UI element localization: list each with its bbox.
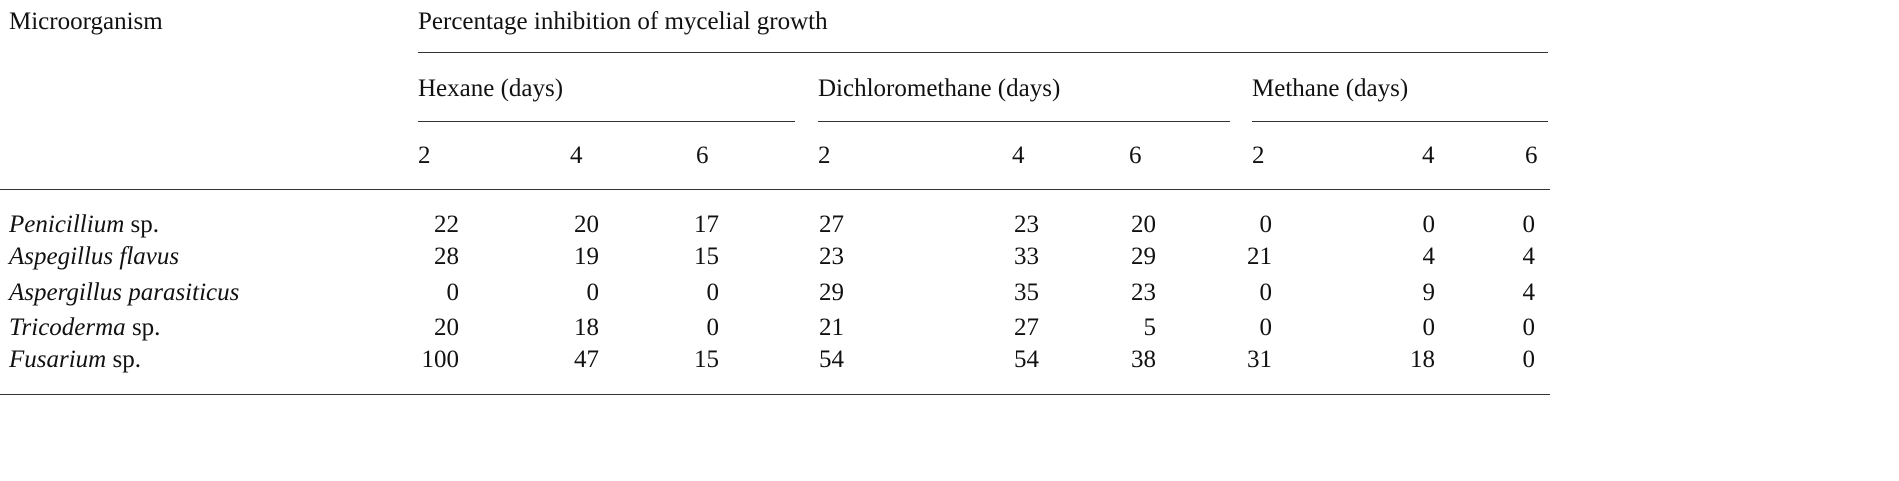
table-cell: 29	[819, 279, 844, 306]
table-cell: 28	[434, 243, 459, 270]
group-title-rule	[418, 52, 1548, 53]
solvent-header-methane: Methane (days)	[1252, 75, 1409, 102]
day-header: 2	[818, 142, 831, 169]
table-cell: 0	[1522, 314, 1536, 341]
table-cell: 0	[1259, 211, 1273, 238]
table-cell: 100	[421, 346, 460, 373]
solvent-rule-dichloromethane	[818, 121, 1230, 122]
organism-name: Aspergillus parasiticus	[9, 280, 239, 305]
day-header: 6	[696, 142, 709, 169]
table-cell: 15	[694, 243, 719, 270]
table-cell: 22	[434, 211, 459, 238]
day-header: 4	[1422, 142, 1435, 169]
solvent-rule-hexane	[418, 121, 795, 122]
day-header: 6	[1129, 142, 1142, 169]
day-header: 4	[1012, 142, 1025, 169]
table-cell: 4	[1522, 243, 1536, 270]
organism-genus: Aspergillus parasiticus	[9, 279, 240, 306]
table-cell: 33	[1014, 243, 1039, 270]
day-header: 2	[418, 142, 431, 169]
table-cell: 0	[1422, 211, 1436, 238]
table-cell: 18	[1410, 346, 1435, 373]
organism-name: Fusarium sp.	[9, 347, 141, 372]
table-cell: 4	[1422, 243, 1436, 270]
table-cell: 27	[1014, 314, 1039, 341]
table-cell: 9	[1422, 279, 1436, 306]
table-cell: 5	[1143, 314, 1157, 341]
organism-suffix: sp.	[125, 314, 161, 341]
organism-name: Aspegillus flavus	[9, 244, 179, 269]
table-cell: 4	[1522, 279, 1536, 306]
table-cell: 21	[1247, 243, 1272, 270]
table-cell: 18	[574, 314, 599, 341]
table-cell: 0	[706, 314, 720, 341]
table-cell: 0	[1422, 314, 1436, 341]
table-cell: 31	[1247, 346, 1272, 373]
solvent-rule-methane	[1252, 121, 1548, 122]
table-cell: 54	[819, 346, 844, 373]
group-title: Percentage inhibition of mycelial growth	[418, 8, 828, 35]
table-cell: 0	[586, 279, 600, 306]
solvent-header-hexane: Hexane (days)	[418, 75, 564, 102]
table-cell: 21	[819, 314, 844, 341]
organism-genus: Aspegillus flavus	[9, 243, 180, 270]
table-cell: 0	[1259, 279, 1273, 306]
table-cell: 29	[1131, 243, 1156, 270]
table-cell: 0	[1522, 211, 1536, 238]
header-bottom-rule	[0, 189, 1550, 190]
day-header: 6	[1525, 142, 1538, 169]
table-cell: 23	[1014, 211, 1039, 238]
organism-suffix: sp.	[106, 346, 141, 373]
table-cell: 0	[1259, 314, 1273, 341]
table-cell: 0	[446, 279, 460, 306]
day-header: 4	[570, 142, 583, 169]
table-cell: 19	[574, 243, 599, 270]
table-cell: 20	[434, 314, 459, 341]
organism-genus: Penicillium	[9, 211, 125, 238]
table-cell: 38	[1131, 346, 1156, 373]
organism-name: Tricoderma sp.	[9, 315, 160, 340]
table-cell: 35	[1014, 279, 1039, 306]
table-cell: 0	[1522, 346, 1536, 373]
organism-name: Penicillium sp.	[9, 212, 159, 237]
table-bottom-rule	[0, 394, 1550, 395]
organism-genus: Fusarium	[9, 346, 107, 373]
table-cell: 27	[819, 211, 844, 238]
table-cell: 20	[574, 211, 599, 238]
table-cell: 0	[706, 279, 720, 306]
table-cell: 54	[1014, 346, 1039, 373]
organism-suffix: sp.	[124, 211, 159, 238]
row-label-header: Microorganism	[9, 8, 163, 35]
table-cell: 23	[1131, 279, 1156, 306]
table-cell: 15	[694, 346, 719, 373]
organism-genus: Tricoderma	[9, 314, 126, 341]
table-cell: 20	[1131, 211, 1156, 238]
table-cell: 17	[694, 211, 719, 238]
table-cell: 47	[574, 346, 599, 373]
day-header: 2	[1252, 142, 1265, 169]
table-cell: 23	[819, 243, 844, 270]
solvent-header-dichloromethane: Dichloromethane (days)	[818, 75, 1061, 102]
